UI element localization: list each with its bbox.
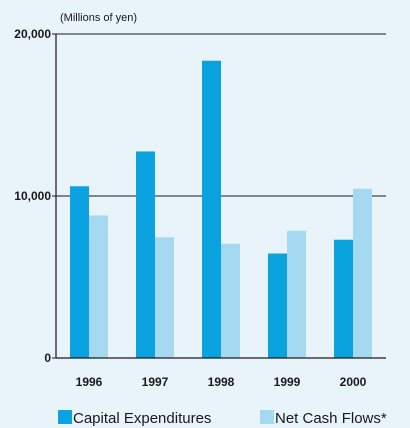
- bar-net-cash-flows: [89, 215, 108, 358]
- bar-net-cash-flows: [353, 188, 372, 358]
- legend-swatch-capital-expenditures: [58, 410, 72, 424]
- y-tick-label: 0: [44, 351, 51, 365]
- x-tick-label: 2000: [340, 375, 367, 389]
- x-axis-ticks: 1996 1997 1998 1999 2000: [76, 375, 367, 389]
- x-tick-label: 1998: [208, 375, 235, 389]
- bar-capital-expenditures: [136, 151, 155, 358]
- legend: Capital Expenditures Net Cash Flows*: [58, 410, 387, 427]
- bar-net-cash-flows: [155, 237, 174, 358]
- bar-capital-expenditures: [202, 60, 221, 358]
- bar-capital-expenditures: [334, 239, 353, 358]
- y-axis-ticks: 0 10,000 20,000: [14, 27, 56, 365]
- y-tick-label: 20,000: [14, 27, 51, 41]
- y-unit-label: (Millions of yen): [60, 12, 137, 24]
- bar-capital-expenditures: [268, 253, 287, 358]
- bar-capital-expenditures: [70, 186, 89, 358]
- legend-label-net-cash-flows: Net Cash Flows*: [275, 410, 387, 427]
- bar-net-cash-flows: [221, 243, 240, 358]
- x-tick-label: 1996: [76, 375, 103, 389]
- legend-swatch-net-cash-flows: [260, 410, 274, 424]
- legend-label-capital-expenditures: Capital Expenditures: [73, 410, 211, 427]
- bars: [70, 60, 372, 358]
- bar-net-cash-flows: [287, 230, 306, 358]
- y-tick-label: 10,000: [14, 189, 51, 203]
- x-tick-label: 1997: [142, 375, 169, 389]
- x-tick-label: 1999: [274, 375, 301, 389]
